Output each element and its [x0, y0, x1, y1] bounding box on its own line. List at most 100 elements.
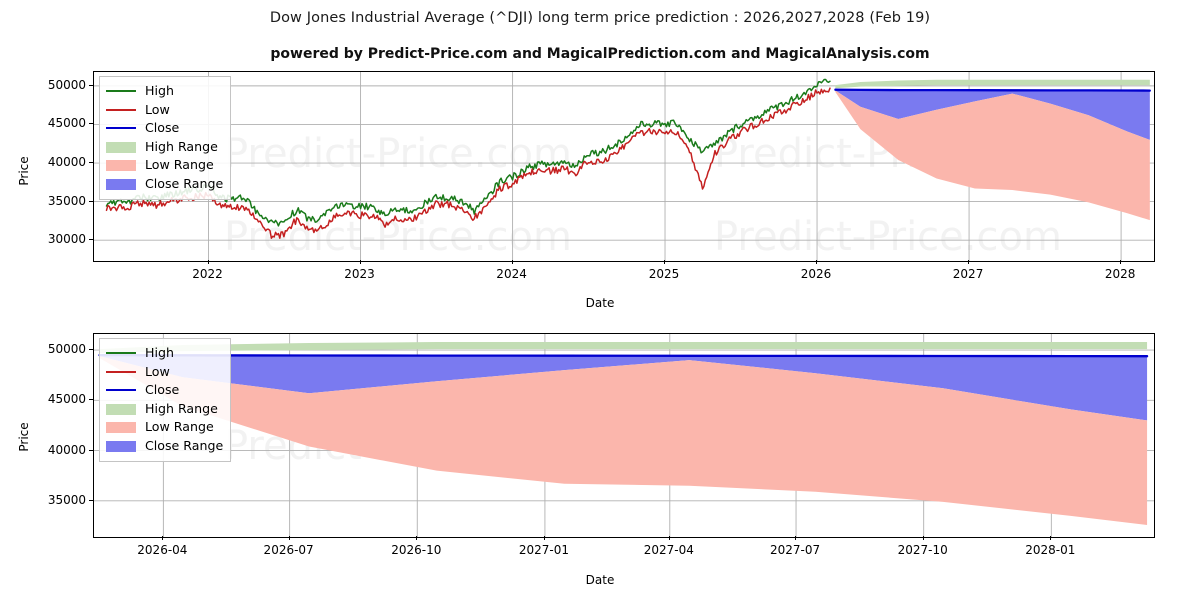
legend-item-low: Low: [106, 363, 223, 382]
x-tick-mark: [511, 260, 513, 264]
bottom-panel: Price Predict-Price.comPredict-Price.com…: [0, 320, 1200, 600]
legend-line-swatch: [106, 127, 136, 130]
x-tick-label: 2026-07: [263, 543, 314, 557]
legend-patch-swatch: [106, 178, 136, 190]
top-panel: Price Predict-Price.com Predict-Price.com…: [17, 71, 1155, 310]
x-tick-label: 2027-10: [897, 543, 948, 557]
x-tick-mark: [795, 536, 797, 540]
x-tick-mark: [288, 536, 290, 540]
x-tick-mark: [359, 260, 361, 264]
x-tick-mark: [668, 536, 670, 540]
top-panel-x-axis-label: Date: [585, 296, 615, 310]
series-line-low: [105, 87, 831, 239]
band-high-range: [835, 79, 1150, 89]
legend-item-low-range: Low Range: [106, 156, 223, 175]
legend-patch-swatch: [106, 160, 136, 172]
y-tick-label: 40000: [47, 442, 86, 457]
legend-line-swatch: [106, 389, 136, 392]
y-tick-label: 50000: [47, 77, 86, 92]
legend-item-close: Close: [106, 119, 223, 138]
x-tick-mark: [543, 536, 545, 540]
x-tick-mark: [664, 260, 666, 264]
bottom-panel-legend: High Low Close High Range Low Range Close Ran…: [99, 338, 232, 462]
series-line-close: [834, 88, 1151, 92]
x-tick-label: 2026-04: [137, 543, 188, 557]
legend-label: High Range: [145, 138, 218, 154]
y-tick-label: 45000: [47, 116, 86, 131]
legend-item-low-range: Low Range: [106, 418, 223, 437]
x-tick-mark: [1120, 260, 1122, 264]
y-tick-label: 35000: [47, 193, 86, 208]
x-tick-label: 2026: [800, 267, 832, 281]
legend-item-high-range: High Range: [106, 400, 223, 419]
x-tick-mark: [968, 260, 970, 264]
x-tick-mark: [162, 536, 164, 540]
legend-label: High: [145, 83, 174, 98]
x-tick-mark: [922, 536, 924, 540]
y-tick-mark: [89, 399, 93, 401]
y-tick-mark: [89, 123, 93, 125]
x-tick-label: 2028: [1104, 267, 1136, 281]
band-high-range: [99, 342, 1148, 354]
legend-patch-swatch: [106, 422, 136, 434]
legend-label: High: [145, 345, 174, 360]
y-tick-label: 45000: [47, 392, 86, 407]
legend-label: High Range: [145, 400, 218, 416]
legend-patch-swatch: [106, 141, 136, 153]
y-tick-label: 50000: [47, 342, 86, 357]
y-tick-mark: [89, 499, 93, 501]
legend-item-close-range: Close Range: [106, 437, 223, 456]
legend-item-close: Close: [106, 381, 223, 400]
legend-label: Close Range: [145, 175, 224, 191]
y-tick-mark: [89, 162, 93, 164]
legend-item-high: High: [106, 344, 223, 363]
legend-item-close-range: Close Range: [106, 175, 223, 194]
x-tick-label: 2027: [952, 267, 984, 281]
legend-label: Low Range: [145, 157, 214, 173]
top-panel-svg: Predict-Price.com Predict-Price.comPredic…: [94, 72, 1154, 261]
x-tick-label: 2027-07: [769, 543, 821, 557]
legend-label: Close: [145, 382, 180, 398]
x-tick-mark: [816, 260, 818, 264]
legend-label: Close: [145, 120, 180, 136]
series-line-close: [98, 353, 1149, 358]
x-tick-label: 2027-01: [518, 543, 569, 557]
legend-label: Low: [145, 363, 170, 379]
legend-item-high: High: [106, 82, 223, 101]
chart-subtitle: powered by Predict-Price.com and Magical…: [270, 46, 930, 62]
x-tick-mark: [416, 536, 418, 540]
x-tick-mark: [207, 260, 209, 264]
band-low-range: [99, 356, 1148, 525]
y-tick-mark: [89, 449, 93, 451]
y-tick-label: 30000: [47, 232, 86, 247]
x-tick-label: 2023: [344, 267, 375, 281]
bottom-panel-y-axis-label: Price: [17, 422, 31, 452]
legend-patch-swatch: [106, 440, 136, 452]
x-tick-label: 2022: [192, 267, 223, 281]
x-tick-label: 2027-04: [643, 543, 694, 557]
legend-line-swatch: [106, 352, 136, 355]
page-title: Dow Jones Industrial Average (^DJI) long…: [269, 10, 931, 26]
watermark-text: Predict-Price.com: [224, 131, 572, 177]
legend-label: Close Range: [145, 437, 224, 453]
x-tick-label: 2024: [496, 267, 527, 281]
x-tick-label: 2025: [648, 267, 680, 281]
legend-line-swatch: [106, 370, 136, 373]
band-close-range: [99, 355, 1148, 421]
y-tick-mark: [89, 84, 93, 86]
legend-line-swatch: [106, 90, 136, 93]
y-tick-mark: [89, 239, 93, 241]
band-low-range: [835, 90, 1150, 221]
top-panel-plot-area: Predict-Price.com Predict-Price.com Predic…: [93, 71, 1155, 262]
bottom-panel-x-axis-label: Date: [585, 573, 615, 587]
legend-line-swatch: [106, 108, 136, 111]
legend-label: Low: [145, 101, 170, 117]
legend-item-low: Low: [106, 101, 223, 120]
top-panel-legend: High Low Close High Range Low Range Close Ran…: [99, 76, 232, 200]
x-tick-label: 2026-10: [391, 543, 442, 557]
top-panel-y-axis-label: Price: [17, 156, 31, 186]
legend-item-high-range: High Range: [106, 138, 223, 157]
x-tick-label: 2028-01: [1025, 543, 1076, 557]
